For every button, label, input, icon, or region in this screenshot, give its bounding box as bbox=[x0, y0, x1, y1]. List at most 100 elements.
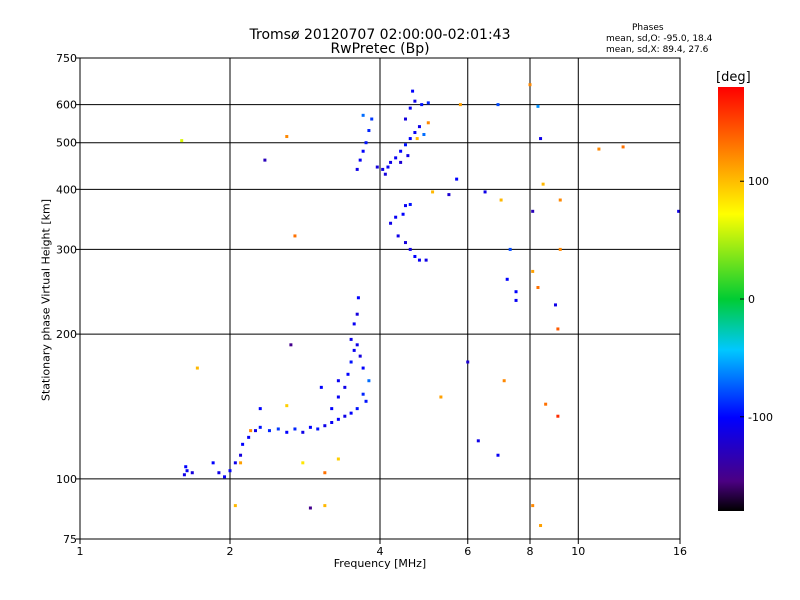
y-tick-label: 200 bbox=[56, 328, 77, 341]
data-point bbox=[417, 125, 421, 129]
data-point bbox=[180, 139, 184, 143]
data-point bbox=[403, 204, 407, 208]
data-point bbox=[370, 117, 374, 121]
data-point bbox=[367, 129, 371, 133]
data-point bbox=[415, 137, 419, 141]
x-tick-label: 1 bbox=[77, 545, 84, 558]
data-point bbox=[352, 348, 356, 352]
data-point bbox=[531, 269, 535, 273]
data-point bbox=[285, 404, 289, 408]
data-point bbox=[211, 461, 215, 465]
data-point bbox=[396, 234, 400, 238]
data-point bbox=[597, 147, 601, 151]
data-point bbox=[195, 366, 199, 370]
chart-title: Tromsø 20120707 02:00:00-02:01:43 bbox=[249, 27, 511, 43]
y-tick-label: 500 bbox=[56, 137, 77, 150]
data-point bbox=[403, 117, 407, 121]
data-point bbox=[361, 149, 365, 153]
data-point bbox=[367, 379, 371, 383]
data-point bbox=[383, 172, 387, 176]
data-point bbox=[466, 360, 470, 364]
data-point bbox=[336, 457, 340, 461]
data-point bbox=[247, 435, 251, 439]
x-tick-label: 8 bbox=[527, 545, 534, 558]
x-tick-label: 4 bbox=[377, 545, 384, 558]
data-point bbox=[539, 524, 543, 528]
y-tick-label: 600 bbox=[56, 99, 77, 112]
data-point bbox=[431, 190, 435, 194]
data-point bbox=[483, 190, 487, 194]
data-point bbox=[458, 103, 462, 107]
x-tick-label: 10 bbox=[571, 545, 585, 558]
data-point bbox=[233, 461, 237, 465]
data-point bbox=[556, 414, 560, 418]
x-tick-label: 6 bbox=[464, 545, 471, 558]
data-point bbox=[508, 247, 512, 251]
data-point bbox=[349, 411, 353, 415]
data-point bbox=[426, 101, 430, 105]
data-point bbox=[399, 149, 403, 153]
y-tick-label: 400 bbox=[56, 183, 77, 196]
data-point bbox=[401, 212, 405, 216]
data-point bbox=[536, 104, 540, 108]
data-point bbox=[308, 425, 312, 429]
data-point bbox=[361, 392, 365, 396]
data-point bbox=[439, 395, 443, 399]
data-point bbox=[677, 209, 681, 213]
data-point bbox=[343, 414, 347, 418]
data-point bbox=[514, 298, 518, 302]
data-point bbox=[323, 504, 327, 508]
y-tick-label: 75 bbox=[63, 533, 77, 546]
data-point bbox=[499, 198, 503, 202]
data-point bbox=[301, 461, 305, 465]
colorbar-tick-label: -100 bbox=[748, 411, 773, 424]
data-points bbox=[180, 83, 681, 528]
data-point bbox=[447, 193, 451, 197]
data-point bbox=[323, 471, 327, 475]
data-point bbox=[285, 135, 289, 139]
y-tick-label: 300 bbox=[56, 243, 77, 256]
y-tick-label: 100 bbox=[56, 473, 77, 486]
data-point bbox=[263, 158, 267, 162]
data-point bbox=[253, 429, 257, 433]
data-point bbox=[413, 131, 417, 135]
phases-x-stats: mean, sd,X: 89.4, 27.6 bbox=[606, 45, 709, 55]
data-point bbox=[258, 425, 262, 429]
data-point bbox=[413, 99, 417, 103]
y-tick-label: 750 bbox=[56, 52, 77, 65]
data-point bbox=[408, 247, 412, 251]
phases-o-stats: mean, sd,O: -95.0, 18.4 bbox=[606, 34, 713, 44]
x-axis-label: Frequency [MHz] bbox=[333, 557, 427, 570]
data-point bbox=[424, 258, 428, 262]
data-point bbox=[386, 165, 390, 169]
data-point bbox=[285, 430, 289, 434]
data-point bbox=[408, 137, 412, 141]
data-point bbox=[330, 420, 334, 424]
data-point bbox=[308, 506, 312, 510]
data-point bbox=[502, 379, 506, 383]
colorbar-tick-label: 0 bbox=[748, 293, 755, 306]
data-point bbox=[505, 277, 509, 281]
data-point bbox=[541, 182, 545, 186]
data-point bbox=[355, 407, 359, 411]
colorbar-unit-label: [deg] bbox=[716, 70, 751, 85]
data-point bbox=[223, 475, 227, 479]
data-point bbox=[558, 198, 562, 202]
data-point bbox=[355, 312, 359, 316]
data-point bbox=[239, 453, 243, 457]
data-point bbox=[394, 215, 398, 219]
data-point bbox=[536, 285, 540, 289]
data-point bbox=[394, 156, 398, 160]
data-point bbox=[389, 221, 393, 225]
data-point bbox=[190, 471, 194, 475]
data-point bbox=[289, 343, 293, 347]
x-tick-labels: 1 2 4 6 8 10 16 bbox=[77, 545, 688, 558]
chart-subtitle: RwPretec (Bp) bbox=[330, 41, 430, 57]
data-point bbox=[323, 424, 327, 428]
data-point bbox=[349, 360, 353, 364]
data-point bbox=[182, 473, 186, 477]
data-point bbox=[496, 103, 500, 107]
data-point bbox=[531, 504, 535, 508]
data-point bbox=[406, 154, 410, 158]
